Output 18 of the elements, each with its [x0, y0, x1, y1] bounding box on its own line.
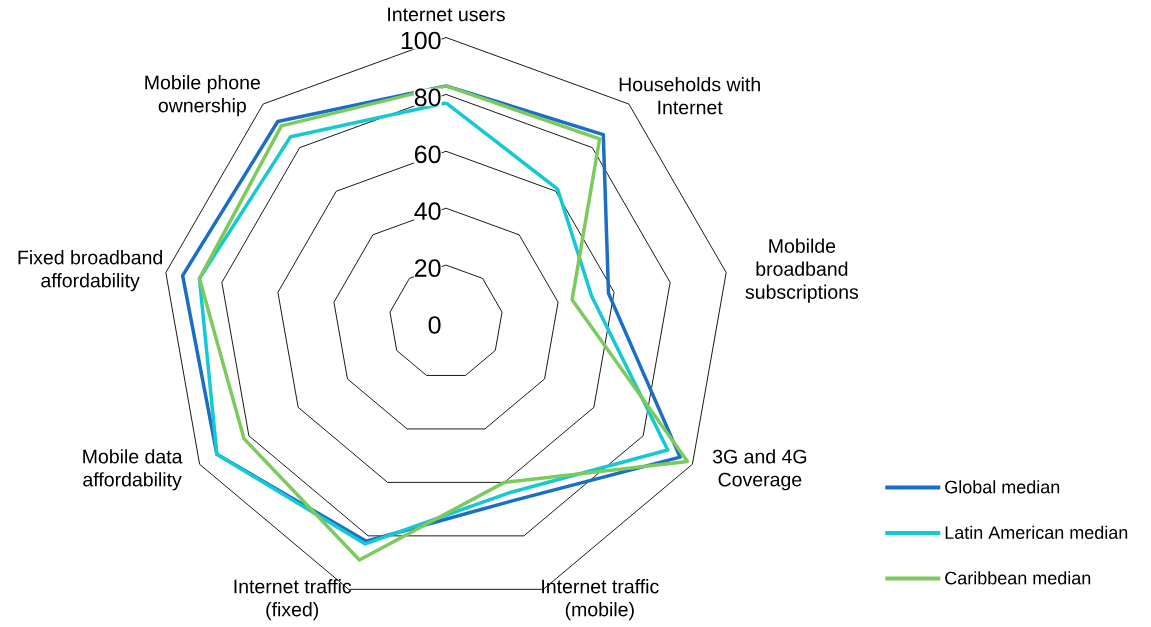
- y-tick-label: 40: [414, 202, 441, 221]
- y-tick-label: 100: [401, 31, 441, 50]
- legend-label: Global median: [945, 480, 1060, 494]
- legend-label: Caribbean median: [945, 571, 1091, 585]
- spoke-label: Mobile phone ownership: [145, 75, 260, 117]
- spoke-label: 3G and 4G Coverage: [712, 449, 807, 491]
- spoke-label: Households with Internet: [619, 77, 760, 115]
- y-tick-label: 20: [414, 259, 441, 277]
- y-tick-label: 60: [415, 145, 441, 164]
- spoke-label: Internet traffic (mobile): [542, 579, 659, 621]
- spoke-label: Fixed broadband affordability: [18, 250, 163, 292]
- y-tick-label: 0: [428, 316, 441, 334]
- legend-label: Latin American median: [945, 525, 1128, 539]
- spoke-label: Mobile data affordability: [83, 449, 183, 491]
- spoke-label: Internet users: [388, 7, 505, 22]
- y-tick-label: 80: [414, 88, 441, 107]
- spoke-label: Mobilde broadband subscriptions: [745, 238, 859, 303]
- spoke-label: Internet traffic (fixed): [234, 579, 352, 621]
